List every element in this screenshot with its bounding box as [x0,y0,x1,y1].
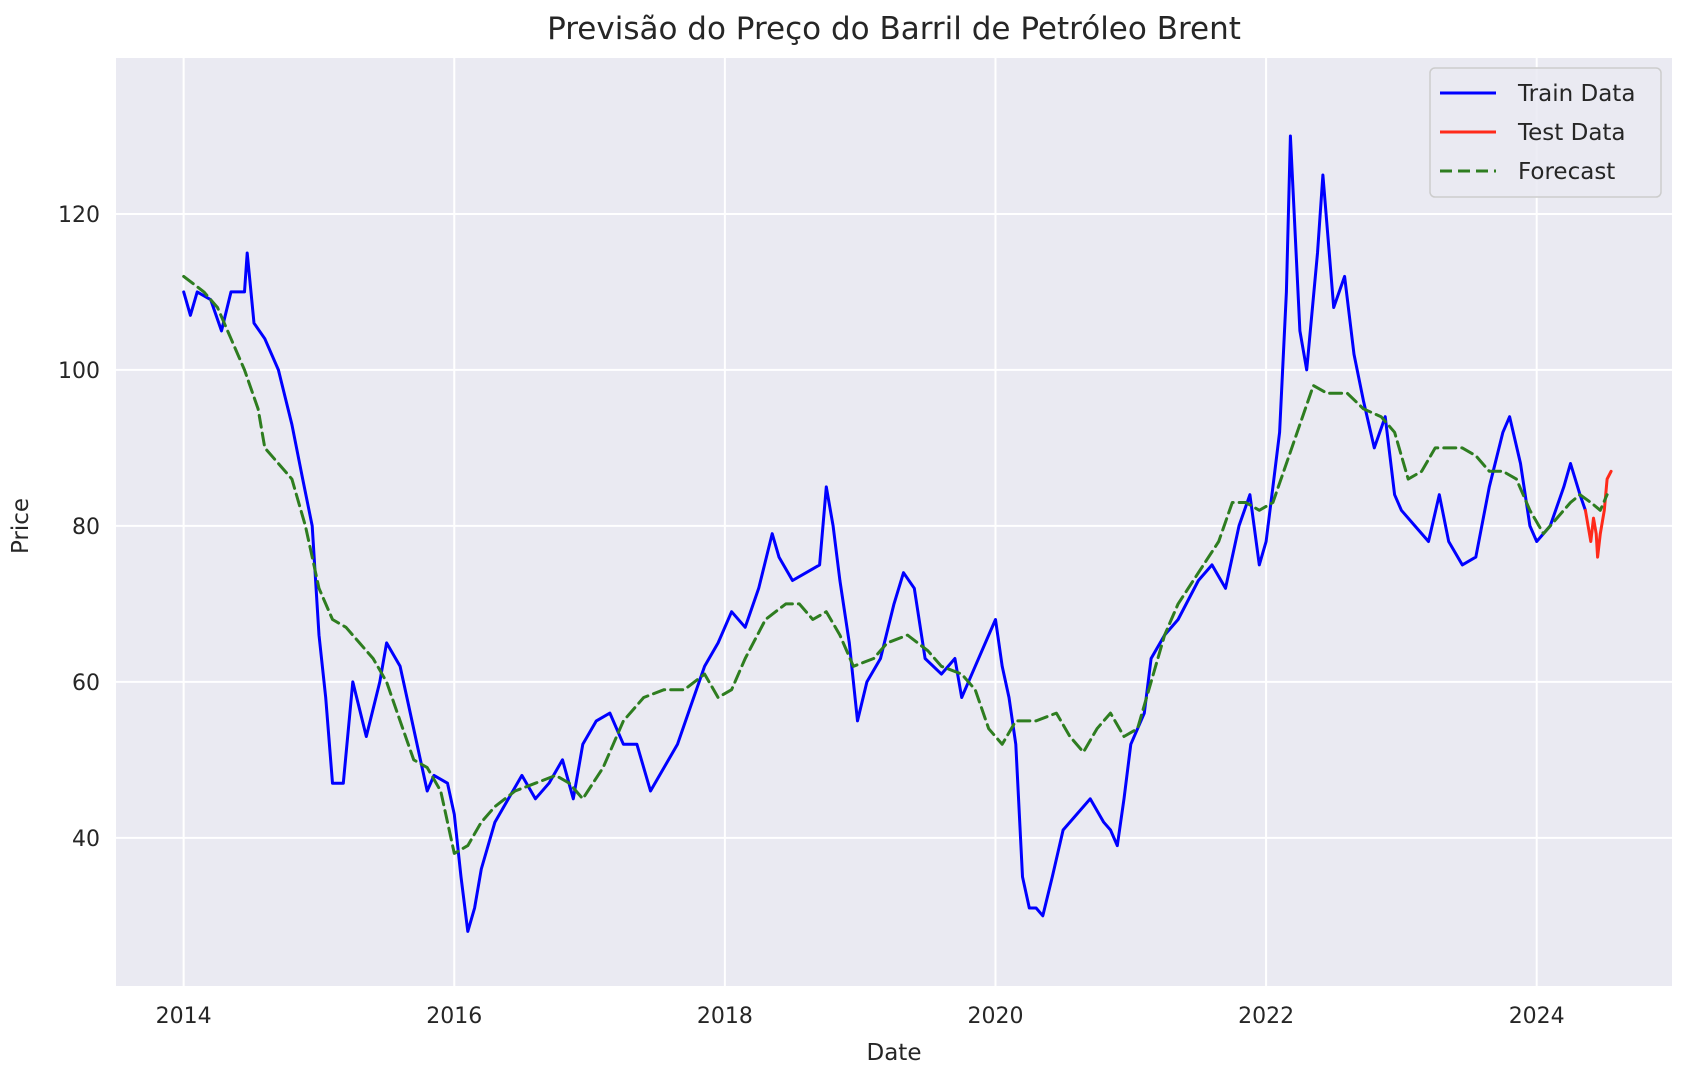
x-axis-label: Date [867,1040,922,1066]
grid [116,58,1672,986]
legend-label-forecast: Forecast [1518,159,1615,185]
x-tick-label: 2022 [1238,1004,1294,1029]
y-tick-label: 100 [58,359,100,384]
legend-label-train: Train Data [1517,81,1635,107]
series-layer [182,134,1613,933]
y-axis-label: Price [8,498,34,554]
y-tick-label: 80 [72,515,100,540]
y-tick-label: 120 [58,203,100,228]
train-data-line [182,134,1587,933]
x-tick-label: 2020 [967,1004,1023,1029]
forecast-line [182,274,1609,855]
legend-box [1429,67,1662,198]
y-tick-label: 60 [72,671,100,696]
x-tick-label: 2018 [697,1004,753,1029]
tick-labels: 2014 2016 2018 2020 2022 2024 40 60 80 100 120 [58,203,1565,1029]
x-tick-label: 2014 [156,1004,212,1029]
legend: Train Data Test Data Forecast [1429,67,1662,198]
chart-title: Previsão do Preço do Barril de Petróleo … [547,11,1241,47]
y-tick-label: 40 [72,827,100,852]
x-tick-label: 2024 [1509,1004,1565,1029]
legend-label-test: Test Data [1517,120,1626,146]
x-tick-label: 2016 [426,1004,482,1029]
